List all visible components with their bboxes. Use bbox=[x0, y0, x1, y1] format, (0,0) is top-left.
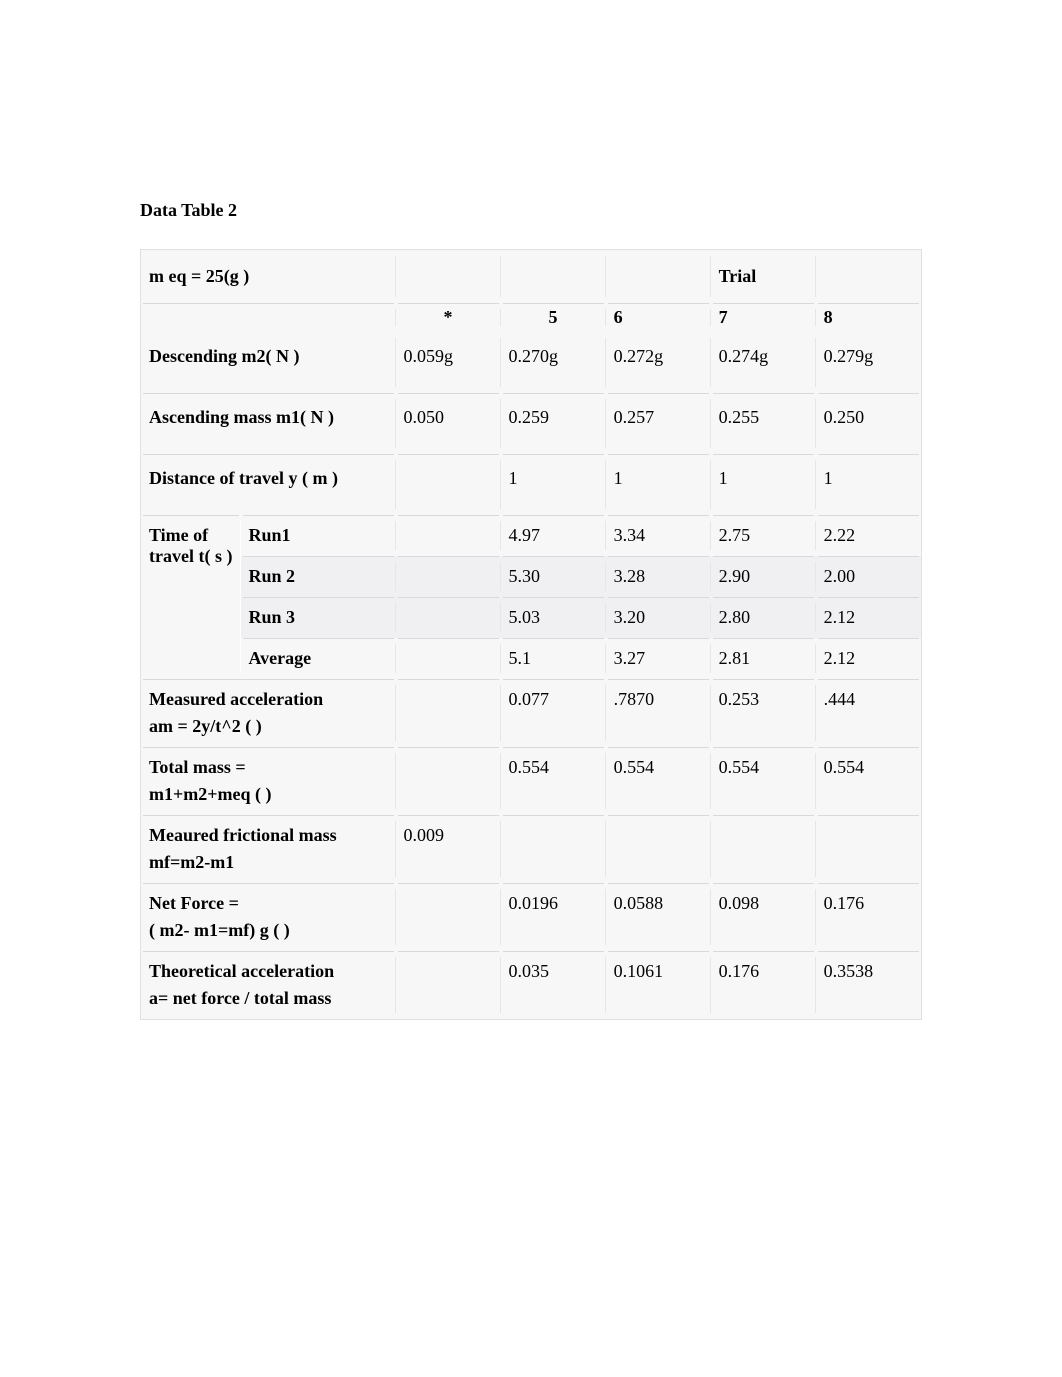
ascending-c8: 0.250 bbox=[816, 393, 922, 454]
run1-label: Run1 bbox=[241, 515, 396, 556]
page-title: Data Table 2 bbox=[140, 200, 922, 221]
net-force-line2: ( m2- m1=mf) g ( ) bbox=[149, 920, 388, 941]
average-star bbox=[396, 638, 501, 679]
measured-accel-c5: 0.077 bbox=[501, 679, 606, 747]
col-header-5: 5 bbox=[501, 303, 606, 332]
run3-c5: 5.03 bbox=[501, 597, 606, 638]
run2-c6: 3.28 bbox=[606, 556, 711, 597]
frictional-mass-line2: mf=m2-m1 bbox=[149, 852, 388, 873]
frictional-mass-star: 0.009 bbox=[396, 815, 501, 883]
descending-c8: 0.279g bbox=[816, 332, 922, 393]
distance-c8: 1 bbox=[816, 454, 922, 515]
net-force-c7: 0.098 bbox=[711, 883, 816, 951]
total-mass-star bbox=[396, 747, 501, 815]
col-header-8: 8 bbox=[816, 303, 922, 332]
net-force-c8: 0.176 bbox=[816, 883, 922, 951]
net-force-star bbox=[396, 883, 501, 951]
frictional-mass-label: Meaured frictional mass mf=m2-m1 bbox=[141, 815, 396, 883]
measured-accel-line1: Measured acceleration bbox=[149, 689, 323, 709]
total-mass-line2: m1+m2+meq ( ) bbox=[149, 784, 388, 805]
theoretical-accel-label: Theoretical acceleration a= net force / … bbox=[141, 951, 396, 1020]
run2-label: Run 2 bbox=[241, 556, 396, 597]
ascending-c6: 0.257 bbox=[606, 393, 711, 454]
empty-cell bbox=[816, 250, 922, 304]
net-force-c5: 0.0196 bbox=[501, 883, 606, 951]
ascending-c7: 0.255 bbox=[711, 393, 816, 454]
total-mass-line1: Total mass = bbox=[149, 757, 246, 777]
m-eq-label: m eq = 25(g ) bbox=[141, 250, 396, 304]
col-header-7: 7 bbox=[711, 303, 816, 332]
measured-accel-c6: .7870 bbox=[606, 679, 711, 747]
frictional-mass-c5 bbox=[501, 815, 606, 883]
empty-cell bbox=[606, 250, 711, 304]
descending-star: 0.059g bbox=[396, 332, 501, 393]
run3-c6: 3.20 bbox=[606, 597, 711, 638]
net-force-c6: 0.0588 bbox=[606, 883, 711, 951]
ascending-c5: 0.259 bbox=[501, 393, 606, 454]
ascending-star: 0.050 bbox=[396, 393, 501, 454]
distance-c7: 1 bbox=[711, 454, 816, 515]
theoretical-accel-line1: Theoretical acceleration bbox=[149, 961, 334, 981]
frictional-mass-line1: Meaured frictional mass bbox=[149, 825, 337, 845]
data-table: m eq = 25(g ) Trial * 5 6 7 8 Descending… bbox=[140, 249, 922, 1020]
theoretical-accel-star bbox=[396, 951, 501, 1020]
total-mass-c5: 0.554 bbox=[501, 747, 606, 815]
total-mass-c6: 0.554 bbox=[606, 747, 711, 815]
run1-star bbox=[396, 515, 501, 556]
frictional-mass-c6 bbox=[606, 815, 711, 883]
average-c6: 3.27 bbox=[606, 638, 711, 679]
distance-c6: 1 bbox=[606, 454, 711, 515]
distance-star bbox=[396, 454, 501, 515]
run1-c6: 3.34 bbox=[606, 515, 711, 556]
total-mass-c7: 0.554 bbox=[711, 747, 816, 815]
col-header-6: 6 bbox=[606, 303, 711, 332]
net-force-line1: Net Force = bbox=[149, 893, 239, 913]
run2-c7: 2.90 bbox=[711, 556, 816, 597]
trial-header: Trial bbox=[711, 250, 816, 304]
average-c7: 2.81 bbox=[711, 638, 816, 679]
run2-c8: 2.00 bbox=[816, 556, 922, 597]
measured-accel-line2: am = 2y/t^2 ( ) bbox=[149, 716, 388, 737]
time-of-travel-label: Time of travel t( s ) bbox=[141, 515, 241, 679]
theoretical-accel-c6: 0.1061 bbox=[606, 951, 711, 1020]
frictional-mass-c7 bbox=[711, 815, 816, 883]
run2-c5: 5.30 bbox=[501, 556, 606, 597]
empty-cell bbox=[396, 250, 501, 304]
descending-c6: 0.272g bbox=[606, 332, 711, 393]
net-force-label: Net Force = ( m2- m1=mf) g ( ) bbox=[141, 883, 396, 951]
col-header-star: * bbox=[396, 303, 501, 332]
run3-star bbox=[396, 597, 501, 638]
run3-c8: 2.12 bbox=[816, 597, 922, 638]
average-c5: 5.1 bbox=[501, 638, 606, 679]
average-label: Average bbox=[241, 638, 396, 679]
distance-label: Distance of travel y ( m ) bbox=[141, 454, 396, 515]
run1-c7: 2.75 bbox=[711, 515, 816, 556]
total-mass-label: Total mass = m1+m2+meq ( ) bbox=[141, 747, 396, 815]
total-mass-c8: 0.554 bbox=[816, 747, 922, 815]
run2-star bbox=[396, 556, 501, 597]
descending-label: Descending m2( N ) bbox=[141, 332, 396, 393]
measured-accel-star bbox=[396, 679, 501, 747]
descending-c5: 0.270g bbox=[501, 332, 606, 393]
measured-accel-c7: 0.253 bbox=[711, 679, 816, 747]
run3-label: Run 3 bbox=[241, 597, 396, 638]
run1-c8: 2.22 bbox=[816, 515, 922, 556]
distance-c5: 1 bbox=[501, 454, 606, 515]
descending-c7: 0.274g bbox=[711, 332, 816, 393]
measured-accel-c8: .444 bbox=[816, 679, 922, 747]
empty-cell bbox=[501, 250, 606, 304]
theoretical-accel-line2: a= net force / total mass bbox=[149, 988, 388, 1009]
theoretical-accel-c5: 0.035 bbox=[501, 951, 606, 1020]
frictional-mass-c8 bbox=[816, 815, 922, 883]
ascending-label: Ascending mass m1( N ) bbox=[141, 393, 396, 454]
average-c8: 2.12 bbox=[816, 638, 922, 679]
run3-c7: 2.80 bbox=[711, 597, 816, 638]
empty-header bbox=[141, 303, 396, 332]
theoretical-accel-c7: 0.176 bbox=[711, 951, 816, 1020]
measured-accel-label: Measured acceleration am = 2y/t^2 ( ) bbox=[141, 679, 396, 747]
run1-c5: 4.97 bbox=[501, 515, 606, 556]
theoretical-accel-c8: 0.3538 bbox=[816, 951, 922, 1020]
